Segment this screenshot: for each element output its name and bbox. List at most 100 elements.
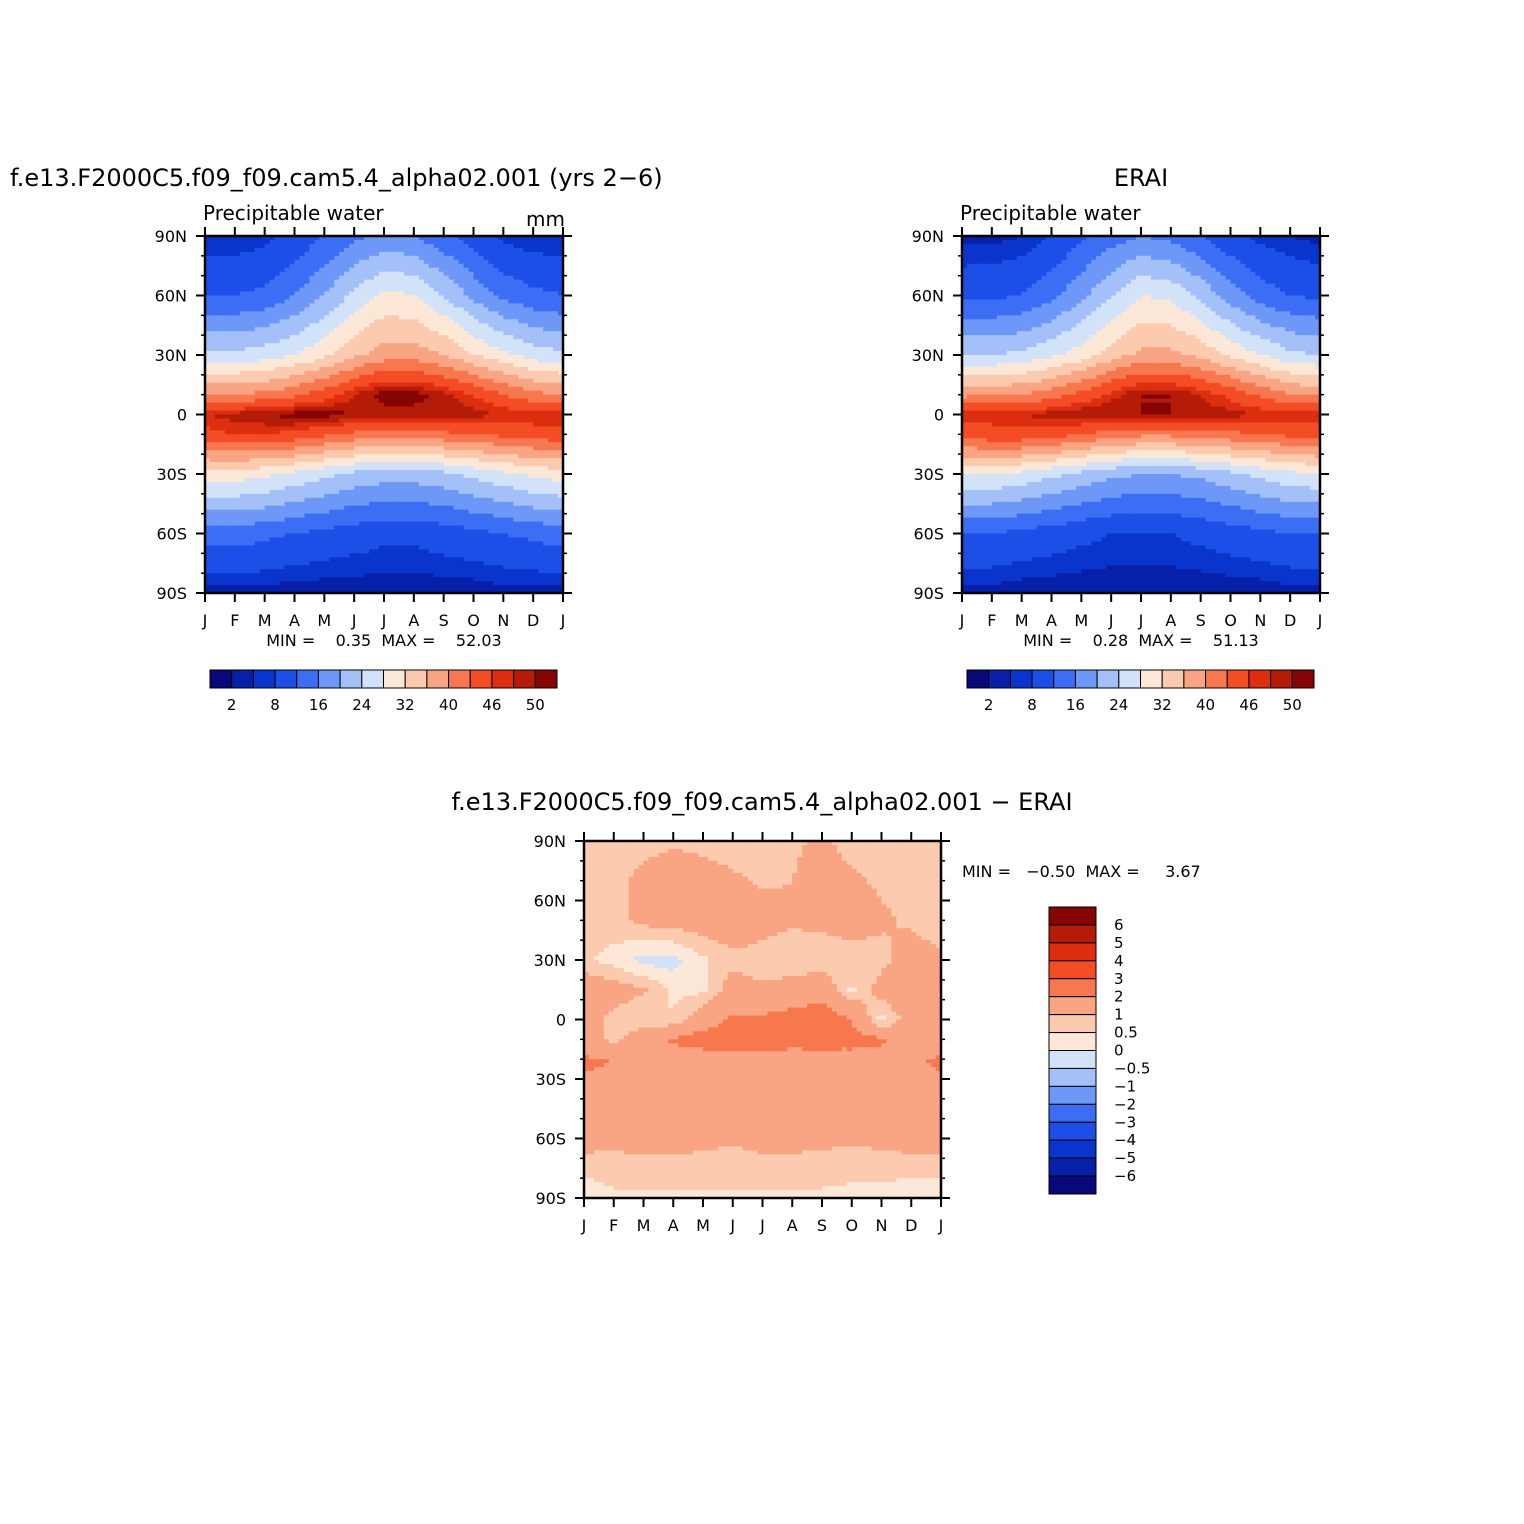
heatmap-cell [269,406,276,412]
heatmap-cell [244,422,251,427]
heatmap-cell [329,398,335,404]
heatmap-cell [528,275,534,281]
heatmap-cell [314,303,320,308]
heatmap-cell [205,477,211,483]
heatmap-cell [533,347,539,352]
heatmap-cell [398,446,405,451]
heatmap-cell [254,358,261,364]
heatmap-cell [304,331,311,336]
heatmap-cell [533,362,539,368]
heatmap-cell [533,422,539,427]
heatmap-cell [528,236,534,241]
heatmap-cell [418,426,425,431]
heatmap-cell [239,446,246,451]
heatmap-cell [379,382,385,388]
heatmap-cell [528,374,534,380]
heatmap-cell [354,410,360,416]
heatmap-cell [493,259,499,265]
heatmap-cell [488,319,494,324]
heatmap-cell [329,267,335,273]
heatmap-cell [418,438,425,443]
heatmap-cell [418,493,425,499]
heatmap-cell [528,477,534,483]
heatmap-cell [229,251,236,257]
heatmap-cell [443,505,450,511]
heatmap-cell [548,236,554,241]
heatmap-cell [418,335,425,340]
heatmap-cell [314,418,320,424]
heatmap-cell [483,339,490,344]
heatmap-cell [379,315,385,320]
heatmap-cell [319,370,325,376]
heatmap-cell [239,474,246,479]
heatmap-cell [329,378,335,384]
heatmap-cell [453,410,460,416]
heatmap-cell [259,434,266,439]
heatmap-cell [418,410,425,416]
heatmap-cell [234,347,241,352]
heatmap-cell [279,398,286,404]
heatmap-cell [558,414,564,420]
heatmap-cell [259,410,266,416]
heatmap-cell [398,462,405,467]
heatmap-cell [493,362,499,368]
heatmap-cell [304,474,311,479]
heatmap-cell [513,410,519,416]
heatmap-cell [374,243,380,249]
heatmap-cell [224,295,231,301]
heatmap-cell [433,442,440,447]
heatmap-cell [468,362,475,368]
heatmap-cell [254,335,261,340]
heatmap-cell [543,477,549,483]
heatmap-cell [264,319,271,324]
heatmap-cell [334,410,340,416]
heatmap-cell [508,374,514,380]
heatmap-cell [224,462,231,467]
heatmap-cell [538,470,544,475]
heatmap-cell [209,382,216,388]
heatmap-cell [349,390,355,396]
heatmap-cell [289,418,296,424]
heatmap-cell [528,382,534,388]
heatmap-cell [558,398,564,404]
heatmap-cell [354,323,360,328]
heatmap-cell [388,362,395,368]
heatmap-cell [229,319,236,324]
heatmap-cell [503,299,509,305]
heatmap-cell [518,410,524,416]
heatmap-cell [518,477,524,483]
heatmap-cell [284,236,291,241]
heatmap-cell [438,398,445,404]
heatmap-cell [324,394,330,400]
heatmap-cell [214,493,221,499]
heatmap-cell [274,382,281,388]
heatmap-cell [413,366,420,372]
heatmap-cell [408,283,415,289]
heatmap-cell [453,279,460,285]
heatmap-cell [473,366,480,372]
heatmap-cell [279,426,286,431]
heatmap-cell [553,331,559,336]
heatmap-cell [518,462,524,467]
heatmap-cell [339,319,345,324]
heatmap-cell [518,267,524,273]
heatmap-cell [413,458,420,463]
heatmap-cell [513,291,519,297]
heatmap-cell [498,414,504,420]
heatmap-cell [488,267,494,273]
heatmap-cell [259,251,266,257]
heatmap-cell [304,343,311,348]
heatmap-cell [219,474,226,479]
heatmap-cell [254,295,261,301]
heatmap-cell [548,263,554,269]
heatmap-cell [369,271,375,277]
heatmap-cell [229,291,236,297]
heatmap-cell [518,402,524,408]
heatmap-cell [244,303,251,308]
heatmap-cell [413,243,420,249]
heatmap-cell [264,402,271,408]
heatmap-cell [398,434,405,439]
heatmap-cell [533,339,539,344]
heatmap-cell [329,374,335,380]
heatmap-cell [453,331,460,336]
